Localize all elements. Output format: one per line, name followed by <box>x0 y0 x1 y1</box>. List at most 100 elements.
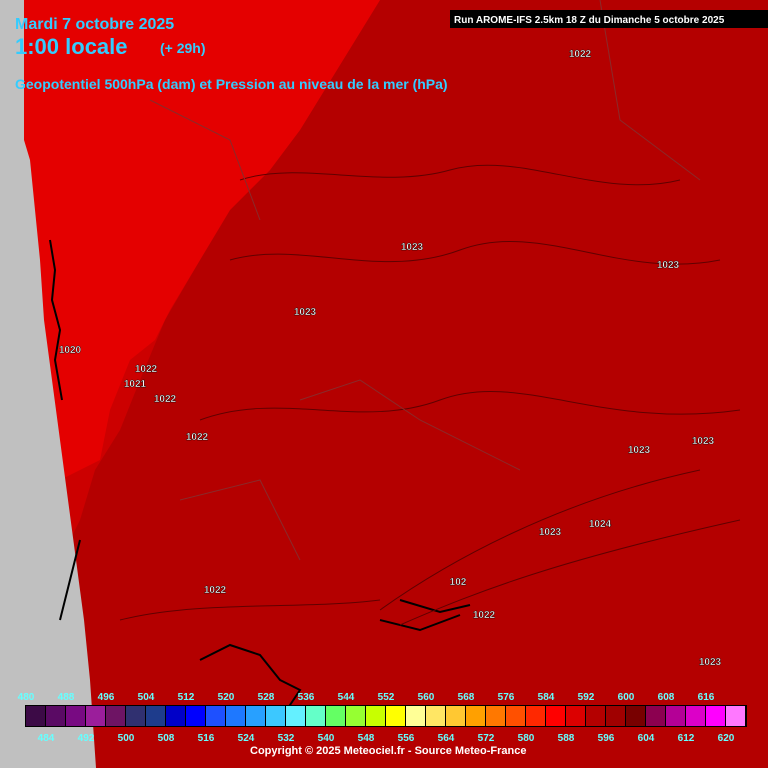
legend-swatch <box>486 706 505 726</box>
legend-label: 560 <box>418 692 435 703</box>
legend-swatch <box>106 706 125 726</box>
time: 1:00 locale <box>15 34 128 59</box>
legend-label: 616 <box>698 692 715 703</box>
legend-label: 528 <box>258 692 275 703</box>
isobar-label: 1021 <box>124 379 147 390</box>
legend-swatch <box>606 706 625 726</box>
legend-swatch <box>166 706 185 726</box>
legend-label: 580 <box>518 733 535 744</box>
legend-label: 572 <box>478 733 495 744</box>
legend-label: 548 <box>358 733 375 744</box>
legend-swatch <box>506 706 525 726</box>
legend-swatch <box>86 706 105 726</box>
isobar <box>119 164 741 626</box>
isobar-label: 1023 <box>401 242 424 253</box>
legend-label: 604 <box>638 733 655 744</box>
legend-label: 592 <box>578 692 595 703</box>
coastline-border <box>49 239 471 721</box>
isobar-label: 1023 <box>539 527 562 538</box>
isobar-label: 1022 <box>204 585 227 596</box>
isobar-label: 1022 <box>135 364 158 375</box>
legend-label: 620 <box>718 733 735 744</box>
isobar-label: 1022 <box>473 610 496 621</box>
legend-swatch <box>686 706 705 726</box>
legend-swatch <box>446 706 465 726</box>
legend-label: 552 <box>378 692 395 703</box>
legend-label: 540 <box>318 733 335 744</box>
legend-swatch <box>706 706 725 726</box>
run-box <box>450 10 768 28</box>
legend-label: 568 <box>458 692 475 703</box>
legend-swatch <box>366 706 385 726</box>
legend-swatch <box>346 706 365 726</box>
isobar-label: 1023 <box>294 307 317 318</box>
legend-swatch <box>226 706 245 726</box>
legend-swatch <box>46 706 65 726</box>
legend-swatch <box>26 706 45 726</box>
isobar-label: 1023 <box>699 657 722 668</box>
legend-swatch <box>286 706 305 726</box>
legend-label: 612 <box>678 733 695 744</box>
legend-swatch <box>626 706 645 726</box>
legend-swatch <box>646 706 665 726</box>
isobar-label: 1022 <box>569 49 592 60</box>
admin-border <box>149 0 701 561</box>
legend-swatch <box>66 706 85 726</box>
legend-swatch <box>206 706 225 726</box>
isobar-label: 1023 <box>692 436 715 447</box>
legend-swatch <box>186 706 205 726</box>
legend-label: 588 <box>558 733 575 744</box>
copyright: Copyright © 2025 Meteociel.fr - Source M… <box>250 745 526 757</box>
lead-time: (+ 29h) <box>160 40 206 56</box>
legend-swatch <box>146 706 165 726</box>
legend-swatch <box>726 706 745 726</box>
legend-label: 536 <box>298 692 315 703</box>
legend-label: 508 <box>158 733 175 744</box>
legend-label: 520 <box>218 692 235 703</box>
legend-swatch <box>326 706 345 726</box>
legend-label: 480 <box>18 692 35 703</box>
isobar-label: 1022 <box>154 394 177 405</box>
legend-label: 492 <box>78 733 95 744</box>
legend-label: 488 <box>58 692 75 703</box>
legend-swatch <box>566 706 585 726</box>
legend-label: 584 <box>538 692 555 703</box>
legend-swatch <box>246 706 265 726</box>
legend-swatch <box>406 706 425 726</box>
run-info: Run AROME-IFS 2.5km 18 Z du Dimanche 5 o… <box>454 15 725 26</box>
legend-label: 516 <box>198 733 215 744</box>
legend-label: 496 <box>98 692 115 703</box>
legend-swatch <box>526 706 545 726</box>
subtitle: Geopotentiel 500hPa (dam) et Pression au… <box>15 76 448 92</box>
legend-swatch <box>586 706 605 726</box>
legend-swatch <box>266 706 285 726</box>
legend-swatch <box>126 706 145 726</box>
legend-swatch <box>546 706 565 726</box>
legend-label: 576 <box>498 692 515 703</box>
legend-label: 512 <box>178 692 195 703</box>
date: Mardi 7 octobre 2025 <box>15 16 174 33</box>
legend-label: 532 <box>278 733 295 744</box>
isobar-label: 1023 <box>657 260 680 271</box>
isobar-label: 1024 <box>589 519 612 530</box>
legend-swatch <box>306 706 325 726</box>
legend-label: 556 <box>398 733 415 744</box>
legend-swatch <box>426 706 445 726</box>
isobar-label: 1022 <box>186 432 209 443</box>
legend-label: 600 <box>618 692 635 703</box>
legend-swatch <box>386 706 405 726</box>
legend-swatch <box>466 706 485 726</box>
field-588 <box>0 0 380 480</box>
legend-label: 504 <box>138 692 155 703</box>
isobar-label: 102 <box>450 577 467 588</box>
isobar-label: 1023 <box>628 445 651 456</box>
legend-label: 608 <box>658 692 675 703</box>
legend-label: 564 <box>438 733 455 744</box>
legend-swatch <box>666 706 685 726</box>
legend-label: 484 <box>38 733 55 744</box>
legend-label: 596 <box>598 733 615 744</box>
isobar-label: 1020 <box>59 345 82 356</box>
legend-label: 524 <box>238 733 255 744</box>
legend-label: 544 <box>338 692 355 703</box>
